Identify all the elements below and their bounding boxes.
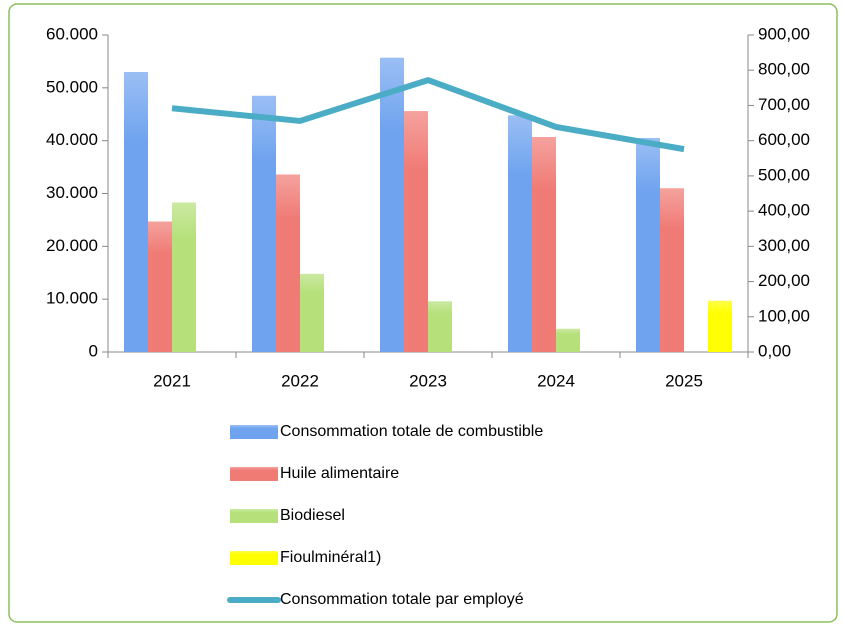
y-tick-label: 10.000	[46, 289, 98, 308]
y-tick-label: 50.000	[46, 77, 98, 96]
bar	[380, 57, 404, 353]
legend-label: Consommation totale de combustible	[280, 423, 543, 440]
y2-tick-label: 700,00	[758, 95, 810, 114]
bar	[148, 221, 172, 352]
y2-tick-label: 400,00	[758, 201, 810, 220]
y2-tick-label: 900,00	[758, 24, 810, 43]
y2-tick-label: 300,00	[758, 236, 810, 255]
y-tick-label: 20.000	[46, 236, 98, 255]
legend-label: Consommation totale par employé	[280, 591, 524, 608]
bar	[124, 71, 148, 352]
x-tick-label: 2022	[281, 371, 319, 390]
bar	[404, 111, 428, 352]
y2-tick-label: 600,00	[758, 130, 810, 149]
legend-swatch	[230, 551, 278, 565]
bar	[532, 136, 556, 352]
bar	[276, 174, 300, 352]
y2-tick-label: 0,00	[758, 341, 791, 360]
bar	[508, 115, 532, 352]
legend: Consommation totale de combustible Huile …	[227, 423, 543, 608]
y-tick-label: 60.000	[46, 24, 98, 43]
bar	[172, 202, 196, 352]
bar	[636, 138, 660, 352]
y-tick-label: 30.000	[46, 183, 98, 202]
line	[171, 77, 685, 153]
bar	[660, 188, 684, 352]
bar	[300, 273, 324, 352]
y2-tick-label: 800,00	[758, 60, 810, 79]
bar	[428, 301, 452, 352]
x-tick-label: 2023	[409, 371, 447, 390]
y-tick-label: 0	[89, 341, 98, 360]
legend-label: Fioulminéral1)	[280, 549, 381, 566]
bar	[252, 95, 276, 352]
legend-swatch	[230, 425, 278, 439]
x-tick-label: 2021	[153, 371, 191, 390]
bar	[556, 328, 580, 352]
y2-tick-label: 500,00	[758, 165, 810, 184]
y2-tick-label: 200,00	[758, 271, 810, 290]
bar	[708, 300, 732, 352]
legend-label: Biodiesel	[280, 507, 345, 524]
legend-label: Huile alimentaire	[280, 465, 399, 482]
legend-swatch	[230, 467, 278, 481]
y-tick-label: 40.000	[46, 130, 98, 149]
legend-swatch	[230, 509, 278, 523]
x-tick-label: 2024	[537, 371, 575, 390]
y2-tick-label: 100,00	[758, 306, 810, 325]
x-tick-label: 2025	[665, 371, 703, 390]
